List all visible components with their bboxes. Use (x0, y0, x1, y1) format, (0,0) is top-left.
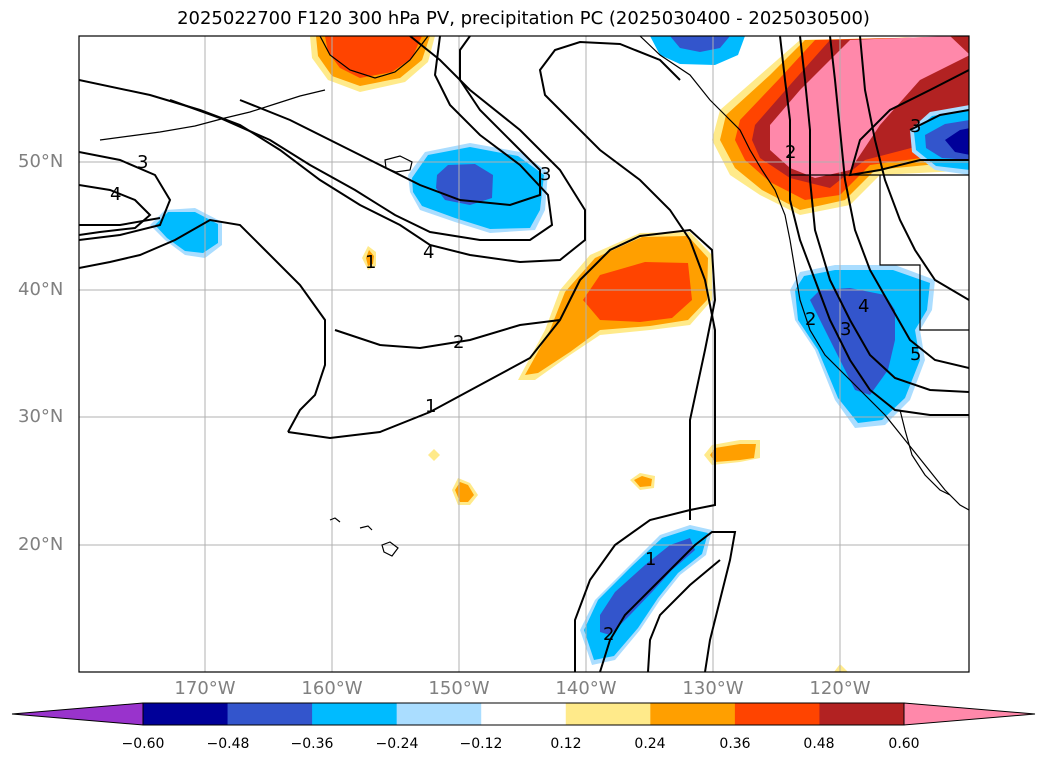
shade-spot-1b (710, 444, 756, 462)
pv-contour-east-ring (848, 69, 969, 177)
contour-label: 2 (603, 624, 614, 645)
coastline-uswest (789, 239, 969, 511)
pv-contour-coast-2 (799, 36, 969, 393)
colorbar-tick-label: −0.60 (121, 736, 165, 752)
shade-spot-4b (366, 250, 374, 266)
coastline-hawaii-1 (329, 517, 341, 523)
pv-contour-south-trough (599, 531, 737, 672)
contour-label: 4 (423, 242, 434, 263)
colorbar-extend-max (904, 703, 1035, 725)
colorbar-segment (650, 703, 736, 725)
pv-contours (79, 36, 969, 672)
colorbar-tick-label: −0.48 (206, 736, 250, 752)
pv-contour-east-3 (909, 109, 969, 131)
shade-spot-5 (428, 449, 440, 461)
contour-label: 1 (365, 252, 376, 273)
map-frame (78, 35, 970, 673)
contour-label: 1 (425, 396, 436, 417)
colorbar-segment (481, 703, 567, 725)
shade-spot-3b (634, 476, 652, 487)
colorbar-tick-label: 0.24 (634, 736, 666, 752)
coastlines (99, 36, 969, 557)
shade-navy-east (945, 128, 969, 155)
pv-contour-coast-4 (859, 36, 969, 301)
shade-red-central (583, 262, 692, 322)
lon-label: 170°W (174, 678, 236, 699)
shade-spot-6 (834, 664, 848, 672)
pv-contour-2-west (79, 217, 161, 226)
coastline-hawaii-2 (359, 525, 373, 531)
contour-label: 2 (785, 142, 796, 163)
colorbar-segment (734, 703, 820, 725)
shade-red-alaska (325, 36, 422, 78)
contour-label: 4 (110, 184, 121, 205)
contour-label: 3 (137, 152, 148, 173)
contour-label: 5 (910, 344, 921, 365)
shade-blue-topright (670, 36, 730, 52)
contour-label: 1 (645, 549, 656, 570)
colorbar-segment (227, 703, 313, 725)
lon-label: 160°W (301, 678, 363, 699)
contour-label: 4 (858, 296, 869, 317)
contour-label: 2 (453, 332, 464, 353)
pv-contour-3-west (79, 151, 172, 241)
colorbar-segment (396, 703, 482, 725)
contour-label: 3 (840, 319, 851, 340)
contour-label: 2 (805, 309, 816, 330)
pv-contour-4-west (79, 184, 152, 236)
shade-blue-south (600, 538, 695, 635)
colorbar-extend-min (12, 703, 143, 725)
colorbar-segment (312, 703, 398, 725)
colorbar-tick-label: 0.48 (803, 736, 835, 752)
colorbar-tick-label: −0.12 (459, 736, 503, 752)
pv-contour-south-inner (647, 559, 721, 672)
lon-label: 130°W (682, 678, 744, 699)
pv-contour-coast-1 (779, 36, 969, 416)
coastline-hawaii-3 (381, 541, 399, 557)
colorbar-tick-label: −0.24 (375, 736, 419, 752)
pv-contour-1-south (79, 218, 326, 433)
lat-label: 50°N (18, 151, 64, 172)
colorbar-tick-label: 0.12 (550, 736, 582, 752)
shade-blue-ca (810, 288, 895, 395)
colorbar-tick-label: 0.36 (719, 736, 751, 752)
pv-contour-1-mid (287, 228, 717, 520)
lon-label: 120°W (809, 678, 871, 699)
colorbar-segment (143, 703, 229, 725)
coastline-alaska (319, 36, 429, 79)
map-title: 2025022700 F120 300 hPa PV, precipitatio… (177, 8, 870, 29)
colorbar-tick-label: 0.60 (888, 736, 920, 752)
gridlines (79, 36, 969, 672)
colorbar-tick-label: −0.36 (290, 736, 334, 752)
border-states (879, 175, 969, 331)
shade-pink-nw (770, 36, 969, 178)
coastline-bajacalifornia (899, 409, 951, 496)
lat-label: 40°N (18, 279, 64, 300)
pv-contour-gulf-inner (169, 36, 554, 241)
contour-labels: 3 4 4 3 2 1 1 2 3 2 4 3 5 1 2 (110, 116, 921, 645)
contour-label: 3 (910, 116, 921, 137)
lat-label: 20°N (18, 534, 64, 555)
lon-label: 140°W (555, 678, 617, 699)
shade-blue-gulf (436, 164, 493, 205)
contour-label: 3 (540, 164, 551, 185)
coastline-aleutians (99, 89, 326, 141)
pv-contour-pacific-ridge (538, 40, 716, 672)
lat-label: 30°N (18, 406, 64, 427)
precip-shading (150, 36, 969, 672)
pv-contour-gulf-mid (239, 36, 541, 207)
coastline-bc (639, 36, 791, 241)
lon-label: 150°W (428, 678, 490, 699)
pv-contour-gulf-outer (79, 36, 586, 264)
colorbar-segment (565, 703, 651, 725)
pv-contour-coast-3 (829, 36, 969, 369)
pv-contour-2 (334, 319, 561, 350)
colorbar-segment (819, 703, 905, 725)
shade-spot-2b (455, 482, 474, 502)
